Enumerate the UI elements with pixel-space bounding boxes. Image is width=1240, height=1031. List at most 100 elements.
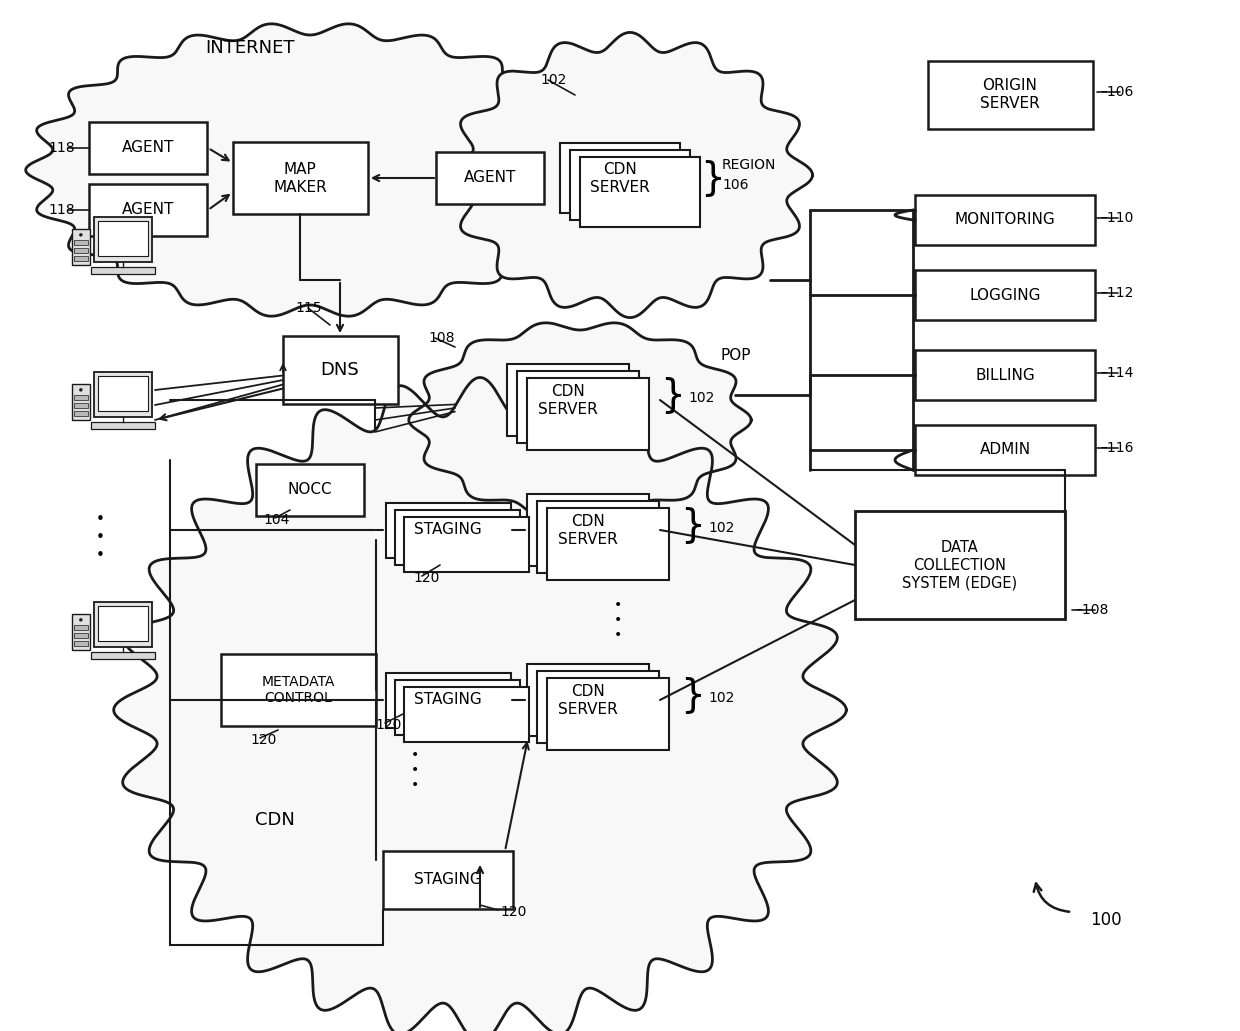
Text: ADMIN: ADMIN <box>980 442 1030 458</box>
Text: AGENT: AGENT <box>122 202 174 218</box>
Text: NOCC: NOCC <box>288 483 332 498</box>
Bar <box>915 195 1095 245</box>
Bar <box>283 336 398 404</box>
Bar <box>915 270 1095 320</box>
Text: STAGING: STAGING <box>414 872 482 888</box>
Bar <box>94 602 153 647</box>
Text: 120: 120 <box>413 571 439 585</box>
Bar <box>72 229 91 265</box>
Bar <box>255 464 365 516</box>
Bar <box>74 395 88 400</box>
Text: 120: 120 <box>250 733 277 747</box>
Bar <box>94 372 153 418</box>
Bar <box>74 633 88 638</box>
Bar <box>537 501 658 573</box>
Text: •: • <box>410 749 419 762</box>
Text: 120: 120 <box>374 718 402 732</box>
Bar <box>74 257 88 261</box>
Bar <box>72 384 91 420</box>
Text: –106: –106 <box>1100 85 1133 99</box>
Polygon shape <box>409 323 751 518</box>
Bar <box>89 184 207 236</box>
Text: –116: –116 <box>1100 441 1133 455</box>
Text: ORIGIN
SERVER: ORIGIN SERVER <box>980 78 1040 111</box>
Bar <box>915 350 1095 400</box>
Bar <box>89 122 207 174</box>
Text: 100: 100 <box>1090 911 1122 929</box>
Text: }: } <box>701 159 724 197</box>
Bar <box>915 425 1095 475</box>
Bar <box>436 152 544 204</box>
Text: 106: 106 <box>722 178 749 192</box>
Text: •: • <box>95 512 104 528</box>
Bar <box>383 851 513 909</box>
Bar <box>547 678 670 750</box>
Text: CDN
SERVER: CDN SERVER <box>538 384 598 417</box>
Bar <box>394 679 520 734</box>
Text: BILLING: BILLING <box>975 367 1035 383</box>
Text: 120: 120 <box>500 905 526 919</box>
Text: DNS: DNS <box>321 361 360 379</box>
Bar <box>92 652 155 659</box>
Bar <box>403 687 528 741</box>
Text: •: • <box>614 613 622 627</box>
Bar <box>74 240 88 244</box>
Text: CDN
SERVER: CDN SERVER <box>558 684 618 717</box>
Text: INTERNET: INTERNET <box>206 39 295 57</box>
Text: 102: 102 <box>708 521 734 535</box>
Bar <box>74 411 88 415</box>
Bar <box>98 606 148 641</box>
Text: 102: 102 <box>688 391 714 405</box>
Text: POP: POP <box>720 347 750 363</box>
Text: 118: 118 <box>48 203 76 217</box>
Circle shape <box>79 619 83 622</box>
Text: AGENT: AGENT <box>464 170 516 186</box>
Text: –112: –112 <box>1100 286 1133 300</box>
Bar <box>72 614 91 650</box>
Text: MONITORING: MONITORING <box>955 212 1055 228</box>
Text: CDN
SERVER: CDN SERVER <box>558 513 618 546</box>
Bar <box>386 672 511 728</box>
Bar <box>386 502 511 558</box>
FancyArrowPatch shape <box>1034 884 1069 911</box>
Polygon shape <box>114 377 846 1031</box>
Bar <box>92 422 155 429</box>
Bar <box>570 149 689 220</box>
Bar <box>98 221 148 256</box>
Bar <box>394 509 520 565</box>
Bar <box>517 371 639 443</box>
Text: –108: –108 <box>1075 603 1109 617</box>
Bar <box>560 143 680 213</box>
Bar <box>233 142 367 214</box>
Text: –114: –114 <box>1100 366 1133 380</box>
Text: }: } <box>660 376 684 414</box>
Text: CDN
SERVER: CDN SERVER <box>590 162 650 195</box>
Bar <box>74 403 88 408</box>
Bar <box>928 61 1092 129</box>
Text: •: • <box>410 778 419 792</box>
Text: •: • <box>614 598 622 612</box>
Bar <box>92 267 155 274</box>
Circle shape <box>79 388 83 392</box>
Bar <box>221 654 376 726</box>
Text: 118: 118 <box>48 141 76 155</box>
Bar <box>74 641 88 646</box>
Bar <box>527 494 649 566</box>
Polygon shape <box>26 24 594 317</box>
Text: STAGING: STAGING <box>414 693 482 707</box>
Text: METADATA
CONTROL: METADATA CONTROL <box>262 674 335 705</box>
Text: 104: 104 <box>263 513 289 527</box>
Text: 102: 102 <box>708 691 734 705</box>
Bar <box>74 248 88 253</box>
Text: •: • <box>95 548 104 564</box>
Text: }: } <box>680 506 704 544</box>
Text: STAGING: STAGING <box>414 523 482 537</box>
Text: CDN: CDN <box>255 811 295 829</box>
Bar <box>527 378 649 450</box>
Bar <box>527 664 649 736</box>
Text: –110: –110 <box>1100 211 1133 225</box>
Bar <box>403 517 528 571</box>
Polygon shape <box>448 32 812 318</box>
Circle shape <box>79 233 83 236</box>
Bar <box>547 508 670 580</box>
